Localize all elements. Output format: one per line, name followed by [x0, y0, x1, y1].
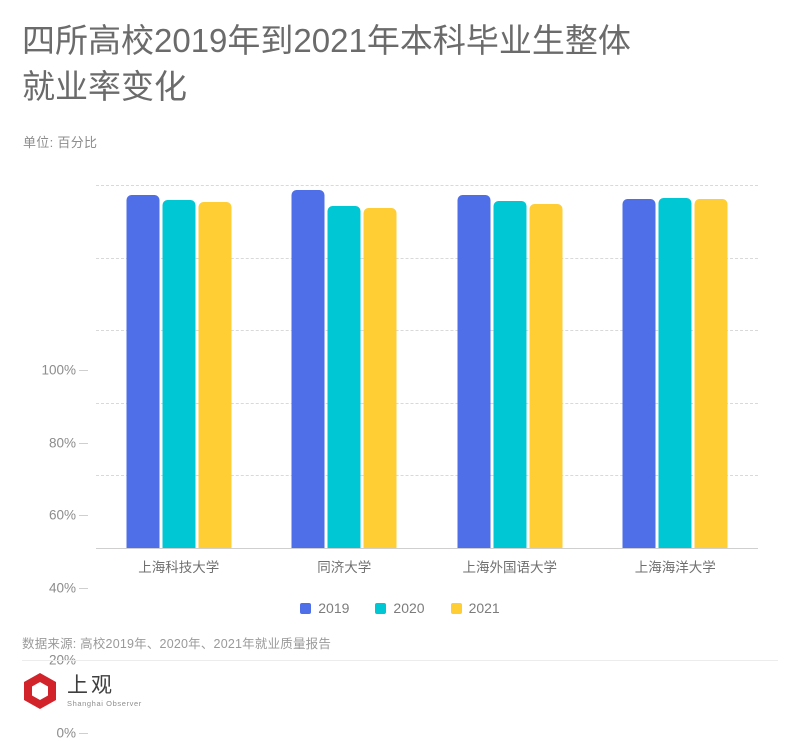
- chart-subtitle: 单位: 百分比: [23, 135, 98, 150]
- y-axis-tick-mark: [79, 442, 88, 444]
- source-note: 数据来源: 高校2019年、2020年、2021年就业质量报告: [22, 637, 332, 651]
- x-axis-category-label: 上海海洋大学: [634, 560, 716, 575]
- y-axis-tick-label: 80%: [48, 435, 76, 451]
- bar-2020-同济大学[interactable]: [327, 206, 361, 548]
- y-axis-tick-label: 40%: [48, 580, 76, 596]
- x-axis-category-label: 上海外国语大学: [462, 560, 558, 575]
- bar-2019-上海科技大学[interactable]: [126, 194, 160, 548]
- bar-group-bars: [291, 185, 397, 548]
- bar-group: [96, 185, 262, 548]
- y-axis-tick-mark: [79, 733, 88, 734]
- plot-area: [96, 185, 758, 549]
- logo-wordmark: 上观 Shanghai Observer: [67, 672, 142, 708]
- y-axis-tick-mark: [79, 370, 88, 371]
- footer-divider: [22, 660, 778, 661]
- y-axis-tick-mark: [79, 515, 88, 517]
- legend-swatch-icon: [375, 602, 387, 614]
- y-axis: 0% 20% 40% 60% 80% 100%: [0, 185, 90, 741]
- logo-chinese-name: 上观: [67, 672, 115, 697]
- brand-logo: 上观 Shanghai Observer: [22, 672, 142, 710]
- bar-2020-上海科技大学[interactable]: [162, 199, 196, 548]
- bar-group: [593, 185, 759, 548]
- legend-swatch-icon: [300, 602, 312, 614]
- chart-legend: 2019 2020 2021: [0, 600, 800, 616]
- bar-2019-上海海洋大学[interactable]: [622, 198, 656, 548]
- bar-2020-上海外国语大学[interactable]: [493, 200, 527, 548]
- gridline: [96, 185, 758, 186]
- bar-group-bars: [622, 185, 728, 548]
- gridline: [96, 475, 758, 477]
- x-axis-category-label: 上海科技大学: [138, 560, 220, 575]
- legend-item-2020[interactable]: 2020: [375, 600, 425, 616]
- bar-group-bars: [457, 185, 563, 548]
- axis-baseline: [96, 548, 758, 549]
- gridline: [96, 402, 758, 404]
- chart-page: 四所高校2019年到2021年本科毕业生整体 就业率变化 单位: 百分比 0% 2…: [0, 22, 800, 741]
- legend-item-2019[interactable]: 2019: [300, 600, 349, 616]
- legend-label: 2020: [393, 600, 425, 616]
- bar-2021-上海外国语大学[interactable]: [529, 203, 563, 548]
- y-axis-tick-label: 100%: [41, 362, 76, 378]
- legend-label: 2021: [468, 600, 500, 616]
- bar-2021-上海科技大学[interactable]: [198, 202, 232, 548]
- bar-2019-上海外国语大学[interactable]: [457, 195, 491, 548]
- page-title: 四所高校2019年到2021年本科毕业生整体 就业率变化: [22, 22, 631, 105]
- gridline: [96, 257, 758, 259]
- legend-item-2021[interactable]: 2021: [450, 600, 500, 616]
- x-axis-category-label: 同济大学: [317, 560, 372, 575]
- logo-english-name: Shanghai Observer: [67, 698, 142, 708]
- bar-2020-上海海洋大学[interactable]: [658, 197, 692, 548]
- bar-group: [427, 185, 593, 548]
- bar-group: [262, 185, 428, 548]
- x-axis-labels: 上海科技大学 同济大学 上海外国语大学 上海海洋大学: [96, 556, 758, 582]
- legend-label: 2019: [318, 600, 350, 616]
- bar-2021-同济大学[interactable]: [363, 207, 397, 548]
- bar-2021-上海海洋大学[interactable]: [694, 199, 728, 548]
- y-axis-tick-label: 0%: [56, 725, 76, 741]
- bar-groups: [96, 185, 758, 548]
- y-axis-tick-mark: [79, 587, 88, 589]
- bar-2019-同济大学[interactable]: [291, 189, 325, 548]
- hexagon-logo-icon: [22, 672, 58, 710]
- gridline: [96, 330, 758, 332]
- y-axis-tick-label: 60%: [48, 507, 76, 523]
- legend-swatch-icon: [450, 602, 462, 614]
- bar-group-bars: [126, 185, 232, 548]
